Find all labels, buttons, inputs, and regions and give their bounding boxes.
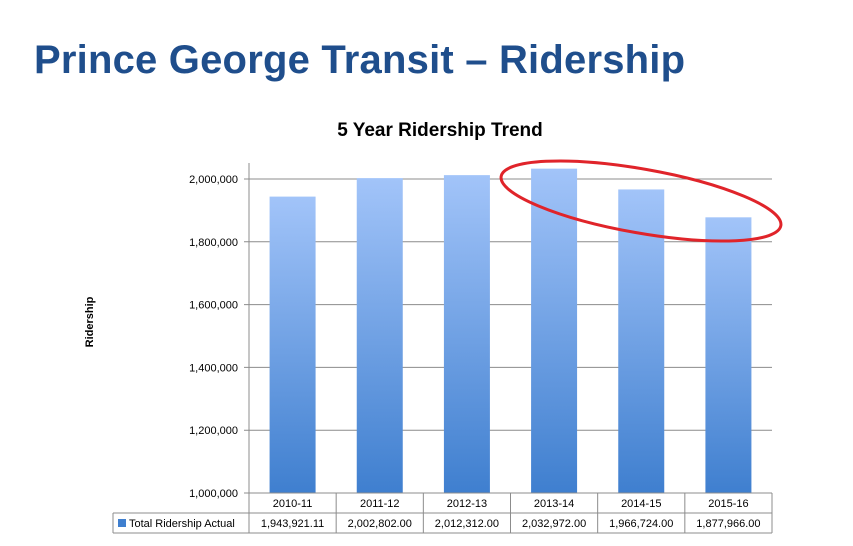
x-category-label: 2014-15 [621, 498, 661, 510]
data-value-label: 1,877,966.00 [696, 518, 760, 530]
legend-label: Total Ridership Actual [129, 518, 235, 530]
x-category-label: 2012-13 [447, 498, 487, 510]
data-value-label: 2,002,802.00 [348, 518, 412, 530]
data-value-label: 2,012,312.00 [435, 518, 499, 530]
y-tick-label: 1,600,000 [189, 300, 238, 312]
y-tick-label: 1,000,000 [189, 488, 238, 500]
bar [356, 178, 403, 493]
y-tick-label: 1,800,000 [189, 237, 238, 249]
bar [269, 196, 316, 493]
y-tick-label: 1,400,000 [189, 362, 238, 374]
bar [618, 189, 665, 493]
bar [531, 168, 578, 493]
data-value-label: 1,966,724.00 [609, 518, 673, 530]
x-category-label: 2010-11 [273, 498, 313, 510]
highlight-ellipse [499, 159, 783, 243]
x-category-label: 2015-16 [708, 498, 748, 510]
x-category-label: 2013-14 [534, 498, 574, 510]
y-tick-label: 1,200,000 [189, 425, 238, 437]
bar [443, 175, 490, 493]
slide-title: Prince George Transit – Ridership [34, 38, 686, 82]
x-category-label: 2011-12 [360, 498, 400, 510]
data-value-label: 2,032,972.00 [522, 518, 586, 530]
chart-title: 5 Year Ridership Trend [337, 120, 543, 141]
bar [705, 217, 752, 494]
y-tick-label: 2,000,000 [189, 174, 238, 186]
data-value-label: 1,943,921.11 [261, 518, 324, 530]
legend-swatch [118, 519, 126, 527]
